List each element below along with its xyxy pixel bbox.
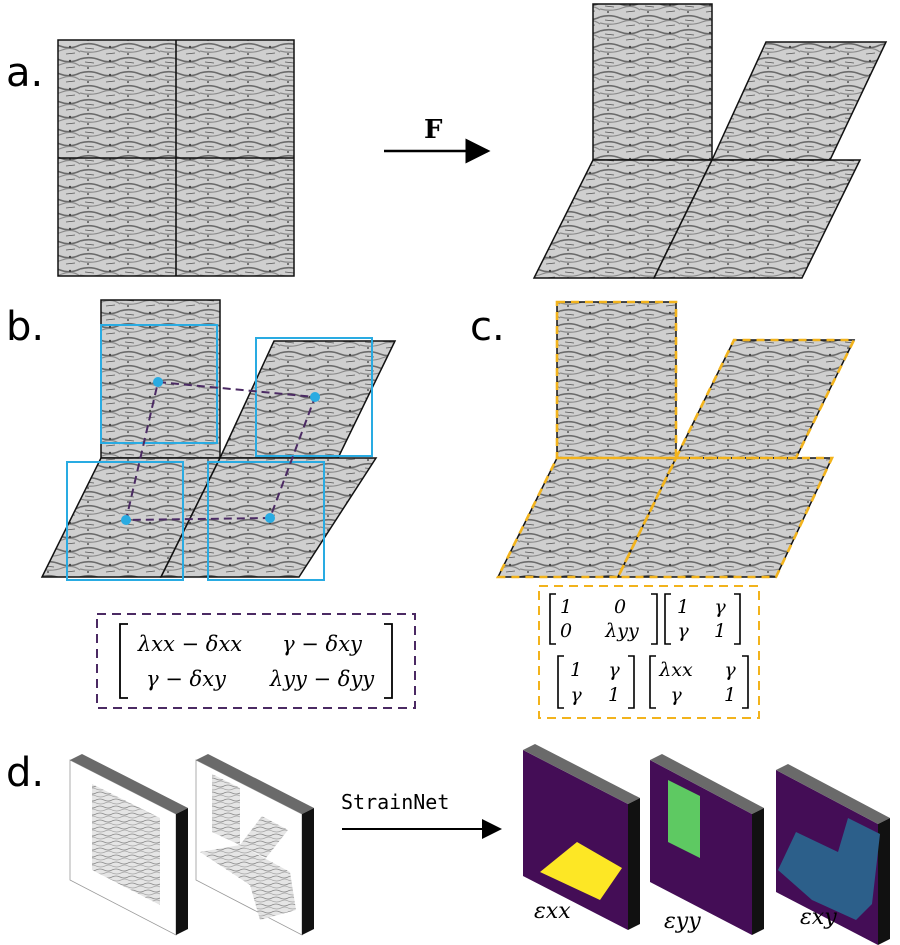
- reference-image-grid: [57, 39, 295, 277]
- panel-b-deformed-image: [40, 299, 397, 578]
- exy-label: εxy: [800, 905, 837, 930]
- eyy-label: εyy: [664, 909, 701, 934]
- strain-map-exx: εxx: [523, 744, 640, 930]
- matrix-c-3: 1 γ γ 1: [557, 655, 635, 709]
- subset-windows: [66, 324, 373, 581]
- matrix-c-1: 1 0 0 λyy: [549, 593, 658, 645]
- strain-map-eyy: εyy: [650, 754, 764, 935]
- matrix-c-2-r2c1: γ: [677, 620, 689, 642]
- matrix-c-1-r1c1: 1: [560, 596, 572, 618]
- deformed-image-grid: [532, 3, 888, 279]
- matrix-c-1-r2c1: 0: [560, 620, 572, 642]
- exy-patch: [778, 818, 880, 920]
- matrix-c-3-r2c2: 1: [608, 684, 620, 706]
- matrix-c-1-r1c2: 0: [614, 596, 626, 618]
- matrix-c-3-r1c1: 1: [570, 659, 582, 681]
- matrix-c-4: λxx γ γ 1: [649, 655, 749, 709]
- exx-label: εxx: [534, 899, 571, 924]
- exx-patch: [540, 842, 622, 900]
- matrix-c-2: 1 γ γ 1: [664, 593, 741, 645]
- matrix-c-3-r1c2: γ: [608, 659, 620, 681]
- region-boundaries: [495, 300, 857, 579]
- strain-map-exy: εxy: [776, 764, 890, 945]
- matrix-c-4-r2c2: 1: [724, 684, 736, 706]
- panel-b-label: b.: [6, 304, 44, 350]
- matrix-b-r1c2: γ − δxy: [282, 632, 363, 656]
- input-deformed-frame: [195, 754, 314, 936]
- matrix-b-r2c2: λyy − δyy: [269, 667, 375, 691]
- deformation-arrow: F: [384, 115, 491, 164]
- matrix-b-r2c1: γ − δxy: [146, 667, 227, 691]
- panel-a-label: a.: [6, 50, 43, 96]
- strainnet-arrow: StrainNet: [341, 790, 502, 839]
- deformation-gradient-label: F: [424, 115, 443, 145]
- matrix-c-2-r1c1: 1: [677, 596, 689, 618]
- panel-b-matrix: λxx − δxx γ − δxy γ − δxy λyy − δyy: [96, 613, 416, 709]
- panel-c-matrices: 1 0 0 λyy 1 γ γ 1 1 γ γ 1 λxx γ: [538, 585, 760, 719]
- panel-c-label: c.: [470, 304, 505, 350]
- matrix-c-4-r2c1: γ: [670, 684, 682, 706]
- deformed-subset-quad: [121, 377, 320, 525]
- matrix-c-2-r2c2: 1: [714, 620, 726, 642]
- panel-d-label: d.: [6, 750, 44, 796]
- input-reference-frame: [69, 754, 188, 936]
- matrix-c-4-r1c1: λxx: [658, 659, 693, 681]
- matrix-c-4-r1c2: γ: [724, 659, 736, 681]
- strainnet-label: StrainNet: [341, 790, 449, 814]
- matrix-c-2-r1c2: γ: [714, 596, 726, 618]
- eyy-patch: [668, 780, 700, 858]
- matrix-b-r1c1: λxx − δxx: [137, 632, 242, 656]
- matrix-c-1-r2c2: λyy: [604, 620, 639, 642]
- matrix-c-3-r2c1: γ: [570, 684, 582, 706]
